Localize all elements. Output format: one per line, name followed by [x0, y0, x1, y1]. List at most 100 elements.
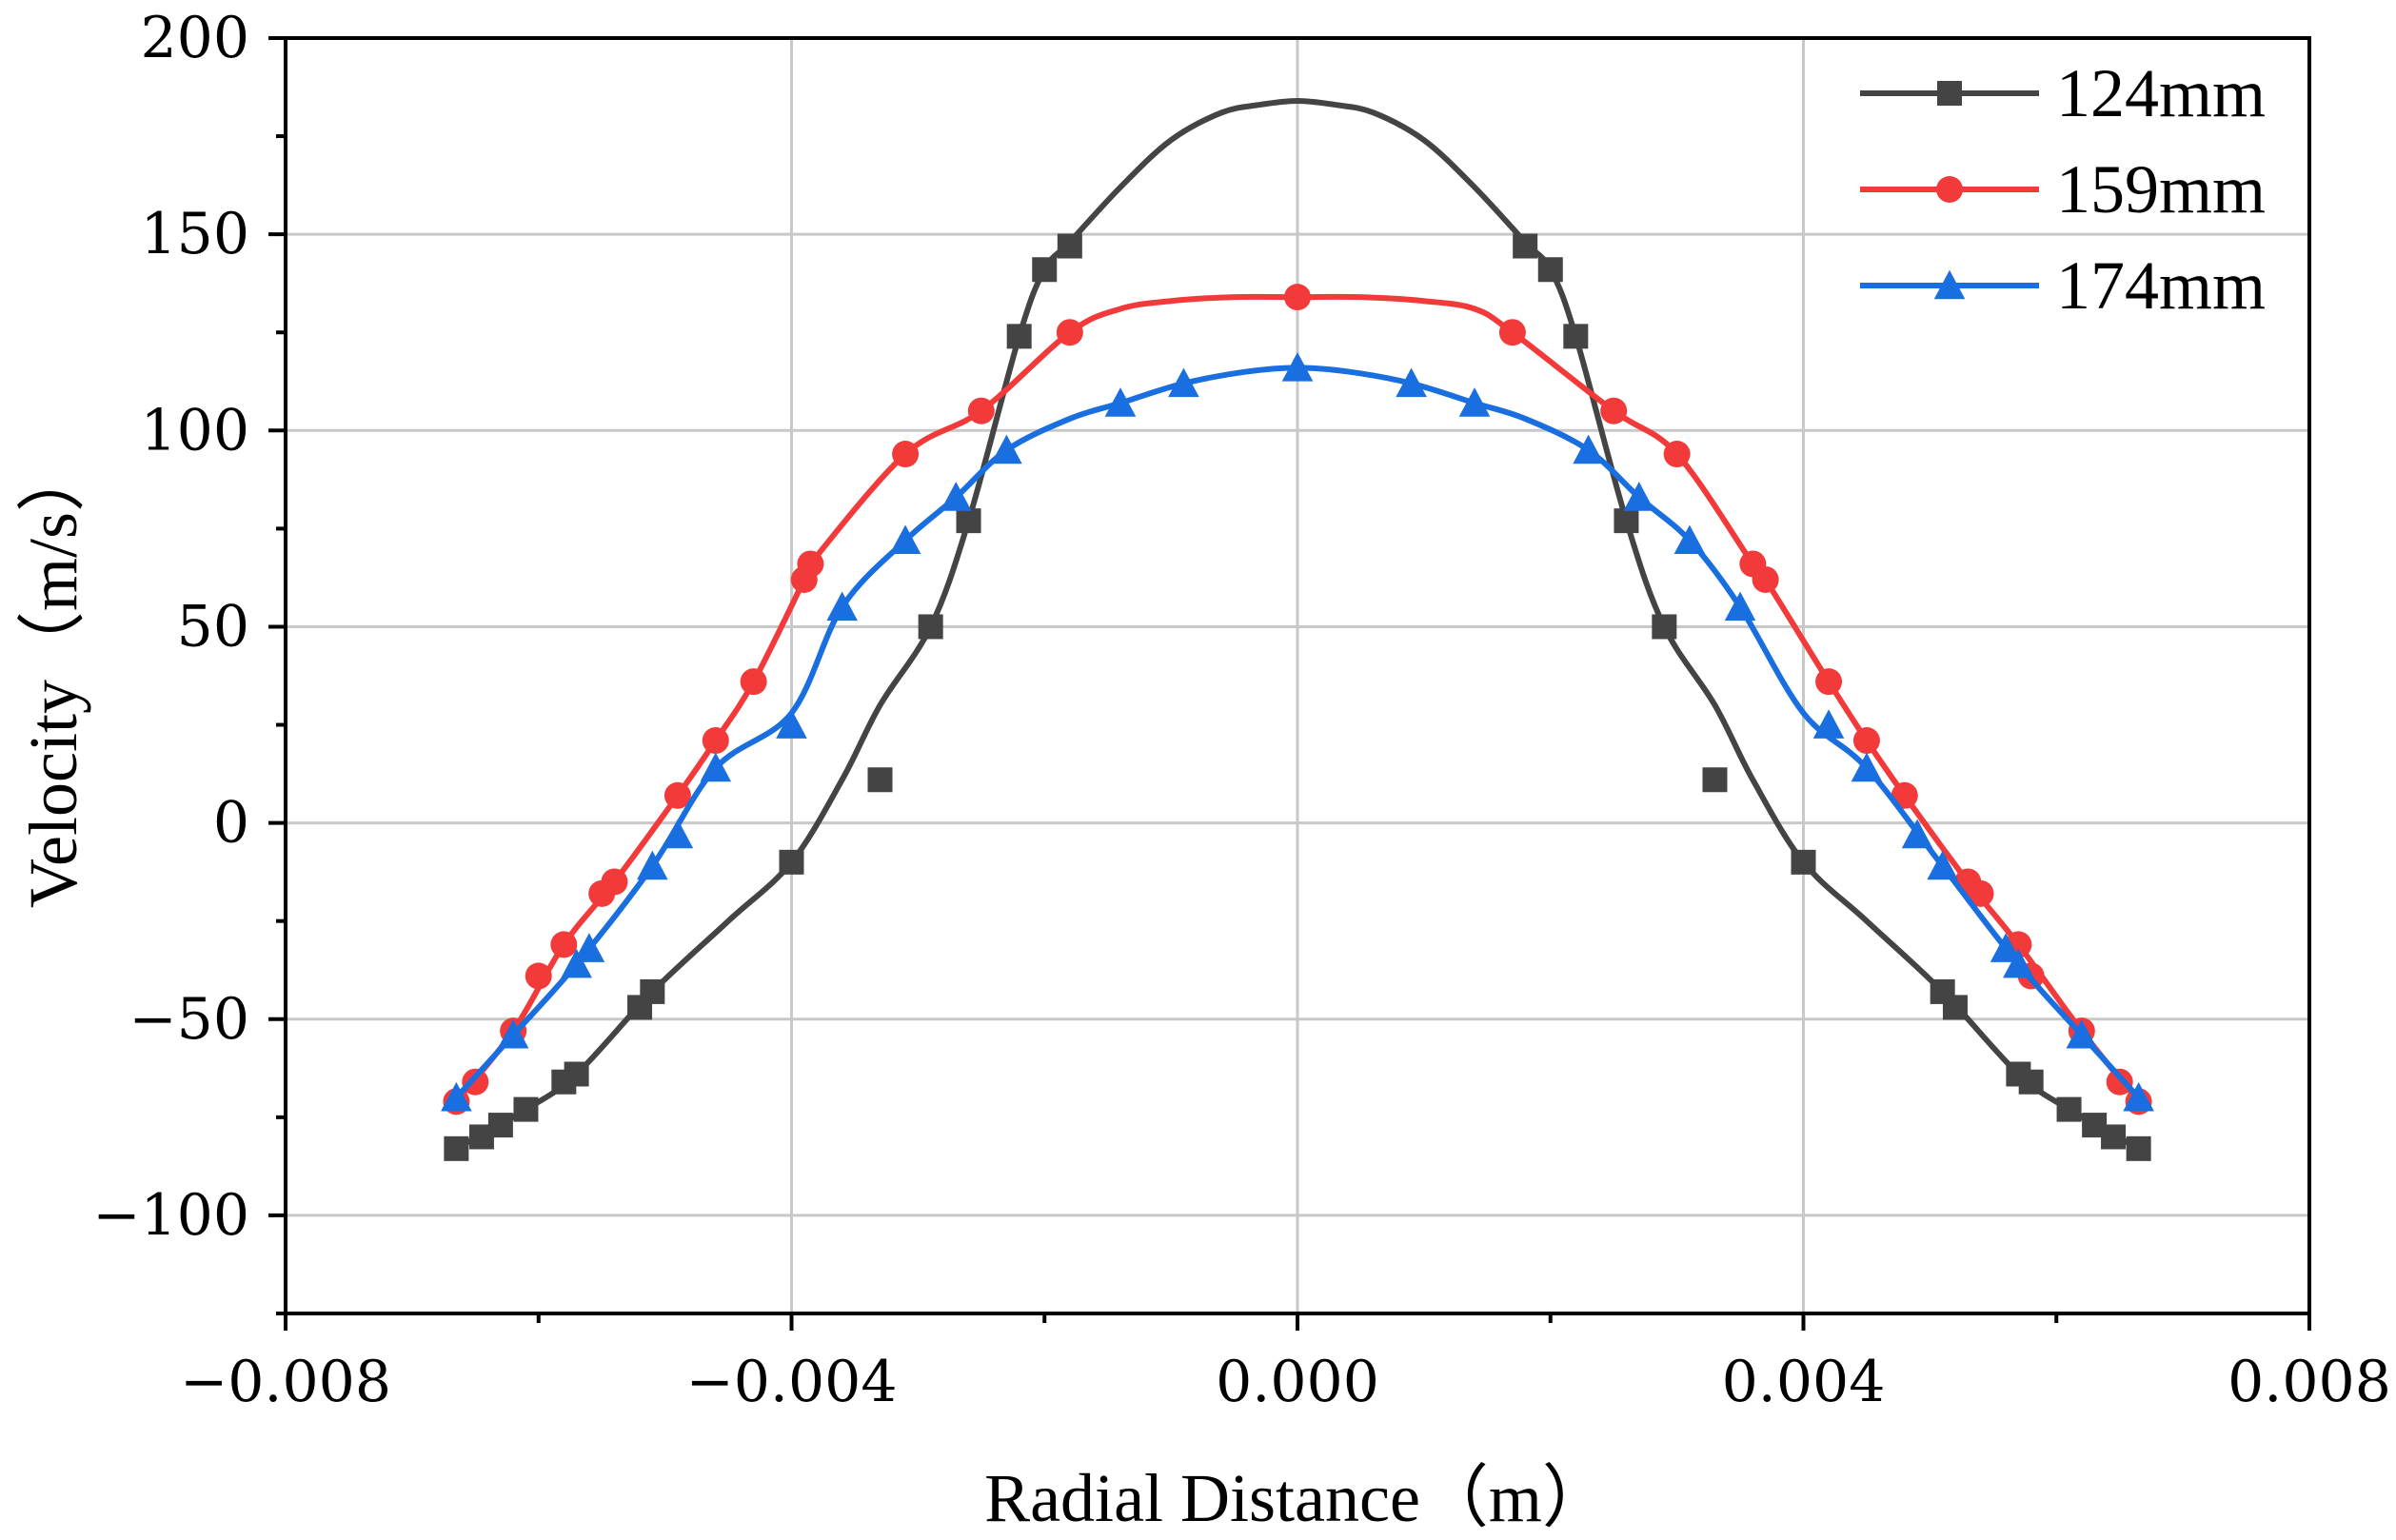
- data-point-174mm: [700, 752, 732, 782]
- data-point-174mm: [1458, 387, 1491, 417]
- data-point-159mm: [1852, 727, 1880, 755]
- legend-entry-174mm: 174mm: [1860, 247, 2266, 324]
- data-point-124mm: [1032, 257, 1058, 283]
- x-tick-label: 0.000: [1216, 1349, 1379, 1415]
- data-point-124mm: [1537, 257, 1563, 283]
- data-point-124mm: [918, 614, 943, 640]
- data-point-174mm: [662, 819, 694, 849]
- data-point-159mm: [1600, 397, 1628, 424]
- series-124mm: [444, 97, 2151, 1161]
- data-point-124mm: [1057, 233, 1082, 259]
- data-point-159mm: [550, 931, 578, 958]
- legend-marker-174mm: [1933, 269, 1966, 300]
- data-point-159mm: [1752, 565, 1779, 593]
- data-point-159mm: [1663, 441, 1691, 468]
- y-tick-label: 0: [213, 790, 249, 857]
- axis-ticks: [268, 36, 2311, 1331]
- series-174mm: [441, 352, 2154, 1112]
- legend-label-124mm: 124mm: [2056, 55, 2266, 131]
- data-point-174mm: [1623, 482, 1655, 511]
- data-point-174mm: [441, 1081, 472, 1112]
- data-point-124mm: [2056, 1096, 2082, 1122]
- data-point-174mm: [1396, 367, 1427, 398]
- series-group: [441, 97, 2154, 1161]
- x-tick-label: 0.008: [2228, 1349, 2391, 1415]
- data-point-174mm: [1812, 709, 1845, 739]
- data-point-159mm: [2106, 1068, 2133, 1096]
- series-159mm: [443, 284, 2152, 1116]
- legend: 124mm 159mm 174mm: [1860, 55, 2266, 324]
- x-tick-label: 0.004: [1722, 1349, 1886, 1415]
- data-point-159mm: [1815, 668, 1843, 696]
- y-tick-label: 100: [140, 397, 249, 464]
- data-point-124mm: [956, 508, 981, 534]
- data-point-124mm: [867, 767, 893, 793]
- data-point-174mm: [2066, 1018, 2098, 1049]
- x-tick-label: −0.004: [685, 1349, 897, 1415]
- data-point-124mm: [779, 849, 804, 875]
- data-point-174mm: [573, 933, 605, 962]
- data-point-174mm: [940, 482, 972, 511]
- data-point-159mm: [967, 397, 995, 424]
- data-point-174mm: [1901, 819, 1933, 849]
- data-point-124mm: [1513, 233, 1538, 259]
- tick-labels: −0.008 −0.004 0.000 0.004 0.008 −100 −50 0 50 100…: [92, 5, 2391, 1415]
- grid-lines: [286, 38, 2309, 1313]
- data-point-159mm: [892, 441, 920, 468]
- data-point-159mm: [1056, 319, 1083, 346]
- data-point-124mm: [513, 1096, 539, 1122]
- data-point-159mm: [797, 550, 824, 578]
- data-point-124mm: [1006, 324, 1032, 349]
- data-point-159mm: [1967, 879, 1994, 907]
- data-point-159mm: [1284, 284, 1311, 311]
- data-point-124mm: [444, 1135, 469, 1161]
- data-point-174mm: [1990, 933, 2022, 962]
- data-point-124mm: [1942, 995, 1968, 1020]
- data-point-159mm: [1498, 319, 1526, 346]
- data-point-174mm: [2003, 948, 2034, 978]
- data-point-174mm: [1573, 434, 1604, 464]
- data-point-124mm: [640, 978, 665, 1004]
- data-point-174mm: [1724, 591, 1756, 622]
- y-tick-label: −50: [129, 986, 249, 1053]
- y-tick-label: 150: [140, 201, 249, 267]
- legend-entry-159mm: 159mm: [1860, 151, 2266, 227]
- data-point-124mm: [1614, 508, 1639, 534]
- data-point-174mm: [2123, 1081, 2154, 1112]
- y-tick-label: 50: [177, 593, 249, 660]
- legend-label-159mm: 159mm: [2056, 151, 2266, 227]
- data-point-124mm: [1652, 614, 1677, 640]
- data-point-124mm: [2126, 1135, 2151, 1161]
- data-point-124mm: [564, 1061, 589, 1087]
- data-point-159mm: [702, 727, 729, 755]
- data-point-159mm: [740, 668, 767, 696]
- y-tick-label: 200: [140, 5, 249, 71]
- data-point-174mm: [1927, 850, 1958, 880]
- data-point-174mm: [1168, 367, 1199, 398]
- data-point-174mm: [1851, 752, 1883, 782]
- legend-label-174mm: 174mm: [2056, 247, 2266, 324]
- data-point-174mm: [637, 850, 668, 880]
- data-point-174mm: [1673, 524, 1706, 555]
- data-point-174mm: [826, 591, 858, 622]
- data-point-124mm: [487, 1113, 513, 1138]
- data-point-174mm: [1281, 352, 1314, 382]
- data-point-174mm: [991, 434, 1022, 464]
- data-point-124mm: [2101, 1124, 2127, 1150]
- y-tick-label: −100: [92, 1182, 249, 1249]
- x-tick-label: −0.008: [180, 1349, 391, 1415]
- data-point-174mm: [1104, 387, 1137, 417]
- data-point-124mm: [1791, 849, 1816, 875]
- data-point-174mm: [776, 709, 807, 739]
- data-point-174mm: [561, 948, 592, 978]
- legend-marker-124mm: [1937, 81, 1962, 106]
- data-point-159mm: [663, 781, 691, 809]
- y-axis-title: Velocity（m/s）: [15, 444, 91, 908]
- data-point-159mm: [462, 1068, 489, 1096]
- data-point-124mm: [1563, 324, 1589, 349]
- data-point-174mm: [889, 524, 921, 555]
- data-point-174mm: [497, 1018, 529, 1049]
- data-point-159mm: [601, 868, 628, 896]
- series-line-124mm: [454, 97, 2141, 1152]
